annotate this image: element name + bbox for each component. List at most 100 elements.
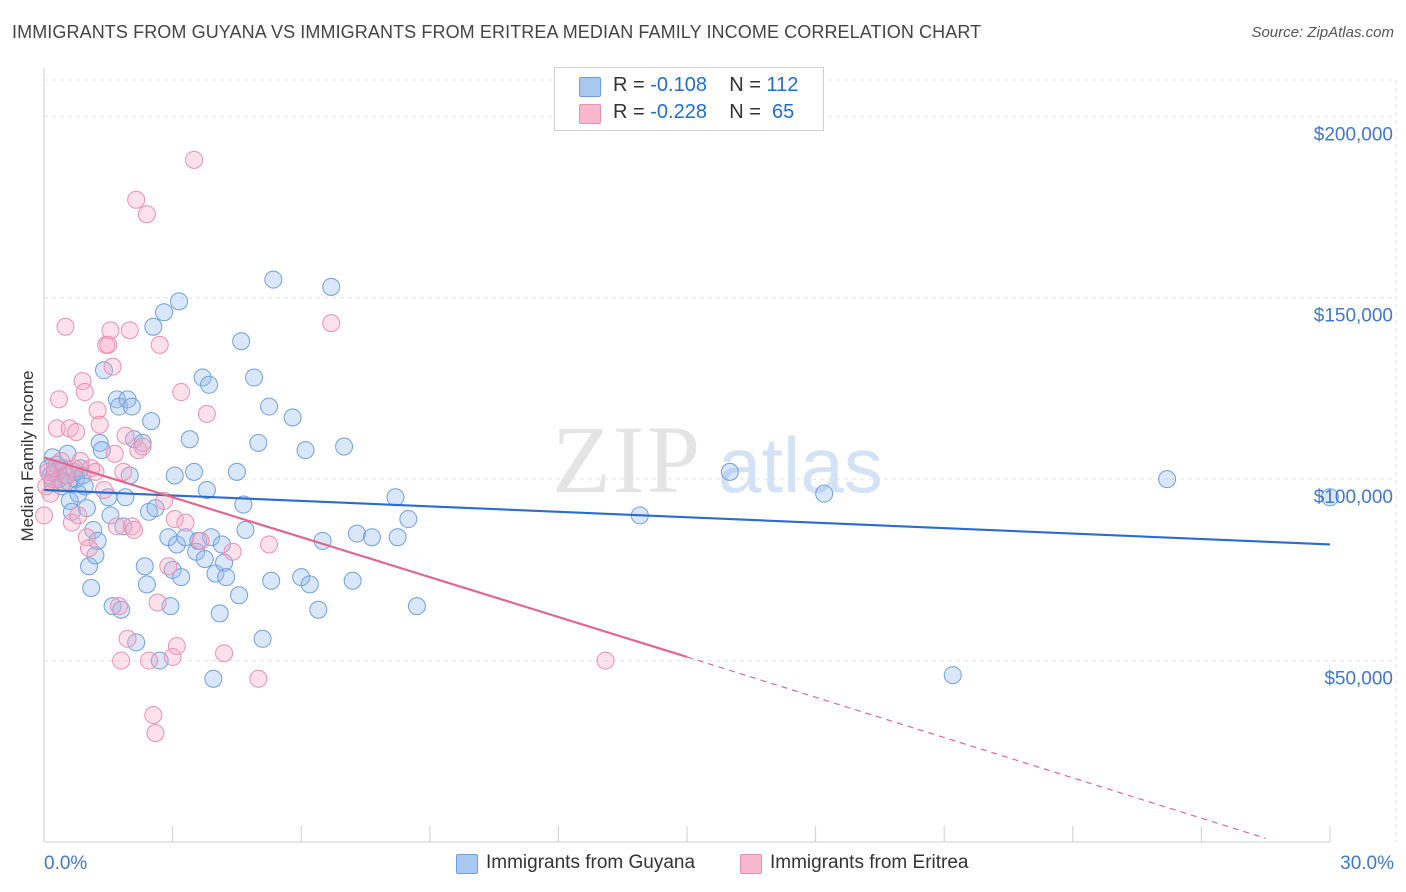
guyana-point xyxy=(193,368,212,387)
eritrea-point xyxy=(101,321,120,340)
eritrea-point xyxy=(73,372,92,391)
axes xyxy=(43,68,1331,843)
guyana-point xyxy=(720,462,739,481)
eritrea-point xyxy=(118,629,137,648)
x-tick-labels: 0.0% 30.0% xyxy=(44,853,1394,874)
eritrea-point xyxy=(43,470,62,489)
guyana-point xyxy=(142,412,161,431)
guyana-point xyxy=(309,600,328,619)
eritrea-point xyxy=(191,531,210,550)
legend-swatch-eritrea xyxy=(579,104,601,124)
guyana-point xyxy=(137,575,156,594)
bottom-legend-eritrea: Immigrants from Eritrea xyxy=(740,852,1000,876)
guyana-point xyxy=(210,604,229,623)
legend-n-value: 112 xyxy=(766,74,799,96)
eritrea-point xyxy=(105,444,124,463)
guyana-point xyxy=(135,557,154,576)
eritrea-point xyxy=(125,520,144,539)
guyana-point xyxy=(80,557,99,576)
guyana-point xyxy=(943,666,962,685)
eritrea-point xyxy=(185,150,204,169)
guyana-point xyxy=(90,433,109,452)
eritrea-point xyxy=(150,335,169,354)
eritrea-point xyxy=(69,506,88,525)
guyana-point xyxy=(407,597,426,616)
guyana-point xyxy=(347,524,366,543)
eritrea-point xyxy=(165,510,184,529)
guyana-point xyxy=(170,292,189,311)
guyana-point xyxy=(204,669,223,688)
y-tick-labels: $50,000 $100,000 $150,000 $200,000 xyxy=(1314,124,1393,689)
eritrea-point xyxy=(260,535,279,554)
guyana-point xyxy=(815,484,834,503)
eritrea-point xyxy=(120,321,139,340)
eritrea-point xyxy=(140,651,159,670)
x-tick-label-min: 0.0% xyxy=(44,853,87,874)
watermark: ZIP atlas xyxy=(552,406,883,513)
guyana-point xyxy=(322,277,341,296)
guyana-point xyxy=(296,441,315,460)
watermark-zip: ZIP xyxy=(552,406,702,513)
eritrea-point xyxy=(67,422,86,441)
legend-r-label: R = xyxy=(613,101,645,123)
guyana-point xyxy=(343,571,362,590)
eritrea-point xyxy=(80,539,99,558)
guyana-point xyxy=(82,579,101,597)
eritrea-point xyxy=(249,669,268,688)
guyana-point xyxy=(264,270,283,289)
eritrea-point xyxy=(50,390,69,409)
legend-n-label: N = xyxy=(729,101,761,123)
guyana-point xyxy=(1158,470,1177,489)
guyana-point xyxy=(386,488,405,507)
eritrea-point xyxy=(58,466,77,485)
y-tick-label: $200,000 xyxy=(1314,124,1393,145)
legend-r-value: -0.228 xyxy=(650,101,707,123)
guyana-point xyxy=(234,495,253,514)
legend-n-label: N = xyxy=(729,74,761,96)
legend-swatch-guyana xyxy=(579,77,601,97)
legend-text-eritrea: R = -0.228 N = 65 xyxy=(613,101,794,124)
guyana-point xyxy=(86,546,105,565)
x-tick-label-max: 30.0% xyxy=(1340,853,1394,874)
guyana-point xyxy=(1321,488,1339,507)
bottom-legend-swatch-guyana xyxy=(456,854,478,874)
eritrea-point xyxy=(75,383,94,402)
bottom-legend-label-guyana: Immigrants from Guyana xyxy=(486,852,696,873)
legend-n-value: 65 xyxy=(772,101,795,123)
eritrea-point xyxy=(99,335,118,354)
guyana-point xyxy=(300,575,319,594)
y-axis-label: Median Family Income xyxy=(18,370,37,541)
guyana-point xyxy=(122,397,141,416)
legend-row-guyana: R = -0.108 N = 112 xyxy=(579,74,798,100)
eritrea-point xyxy=(107,517,126,536)
eritrea-point xyxy=(90,415,109,434)
eritrea-point xyxy=(35,506,53,525)
eritrea-point xyxy=(103,357,122,376)
chart-title: IMMIGRANTS FROM GUYANA VS IMMIGRANTS FRO… xyxy=(12,22,982,42)
guyana-point xyxy=(236,520,255,539)
eritrea-point xyxy=(133,437,152,456)
guyana-point xyxy=(180,430,199,449)
guyana-point xyxy=(245,368,264,387)
eritrea-point xyxy=(197,404,216,423)
guyana-point xyxy=(84,520,103,539)
guyana-point xyxy=(155,303,174,322)
guyana-point xyxy=(230,586,249,605)
legend-row-eritrea: R = -0.228 N = 65 xyxy=(579,101,794,127)
eritrea-point xyxy=(163,647,182,666)
eritrea-point xyxy=(215,644,234,663)
bottom-legend-guyana: Immigrants from Guyana xyxy=(456,852,716,876)
eritrea-point xyxy=(144,706,163,724)
guyana-point xyxy=(253,629,272,648)
eritrea-point xyxy=(86,462,105,481)
trend-lines xyxy=(43,456,1331,839)
guyana-point xyxy=(107,390,126,409)
eritrea-point xyxy=(167,637,186,656)
legend-r-label: R = xyxy=(613,74,645,96)
guyana-point xyxy=(217,568,236,587)
eritrea-point xyxy=(146,724,165,743)
guyana-point xyxy=(249,433,268,452)
guyana-point xyxy=(101,506,120,525)
guyana-point xyxy=(195,549,214,568)
eritrea-point xyxy=(137,205,156,224)
